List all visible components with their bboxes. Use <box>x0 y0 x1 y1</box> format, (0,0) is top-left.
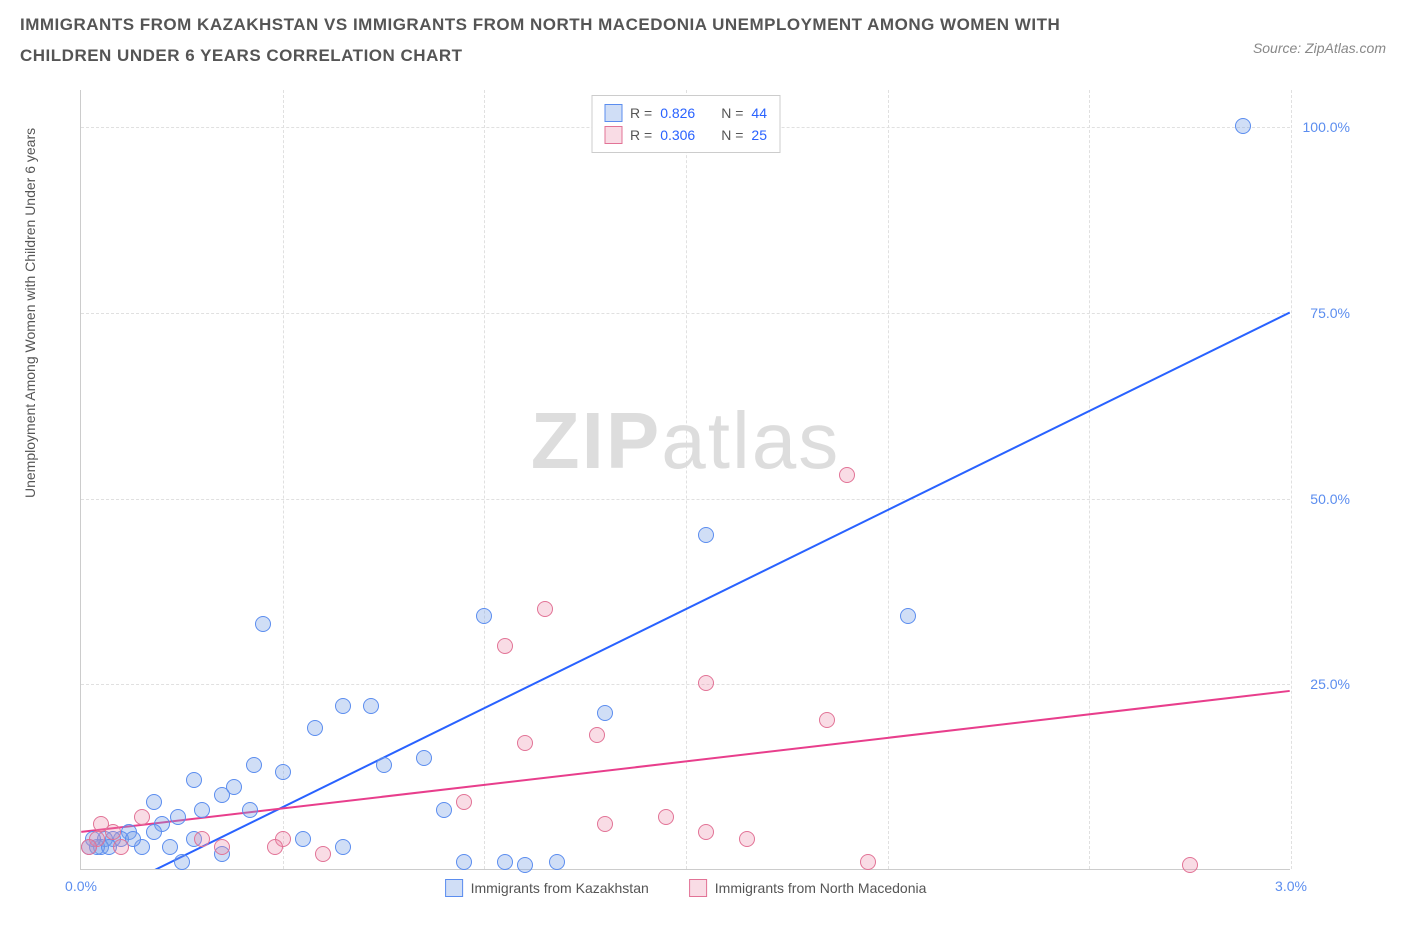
scatter-point <box>497 638 513 654</box>
scatter-point <box>839 467 855 483</box>
scatter-point <box>194 802 210 818</box>
scatter-point <box>363 698 379 714</box>
scatter-point <box>517 735 533 751</box>
watermark-light: atlas <box>661 396 840 485</box>
y-axis-label: Unemployment Among Women with Children U… <box>22 128 38 498</box>
legend-n-value: 25 <box>751 127 767 143</box>
scatter-point <box>81 839 97 855</box>
scatter-point <box>295 831 311 847</box>
scatter-point <box>315 846 331 862</box>
legend-r-label: R = <box>630 127 652 143</box>
scatter-point <box>214 839 230 855</box>
scatter-point <box>146 794 162 810</box>
scatter-point <box>275 764 291 780</box>
scatter-point <box>517 857 533 873</box>
scatter-point <box>93 816 109 832</box>
legend-swatch-icon <box>604 104 622 122</box>
scatter-point <box>335 698 351 714</box>
chart-header: IMMIGRANTS FROM KAZAKHSTAN VS IMMIGRANTS… <box>0 0 1406 71</box>
legend-swatch-icon <box>689 879 707 897</box>
x-tick-label: 3.0% <box>1275 878 1307 894</box>
scatter-point <box>456 794 472 810</box>
gridline-vertical <box>1291 90 1292 869</box>
legend-swatch-icon <box>445 879 463 897</box>
scatter-point <box>497 854 513 870</box>
scatter-point <box>589 727 605 743</box>
scatter-point <box>174 854 190 870</box>
scatter-point <box>698 675 714 691</box>
scatter-point <box>307 720 323 736</box>
x-tick-label: 0.0% <box>65 878 97 894</box>
scatter-point <box>1182 857 1198 873</box>
scatter-point <box>456 854 472 870</box>
scatter-point <box>537 601 553 617</box>
scatter-point <box>134 809 150 825</box>
gridline-vertical <box>283 90 284 869</box>
scatter-point <box>739 831 755 847</box>
y-tick-label: 50.0% <box>1310 491 1350 507</box>
scatter-point <box>698 527 714 543</box>
scatter-point <box>113 839 129 855</box>
correlation-legend: R = 0.826 N = 44 R = 0.306 N = 25 <box>591 95 780 153</box>
gridline-vertical <box>484 90 485 869</box>
legend-series-item: Immigrants from North Macedonia <box>689 879 927 897</box>
scatter-point <box>1235 118 1251 134</box>
legend-row: R = 0.306 N = 25 <box>604 124 767 146</box>
legend-series-label: Immigrants from Kazakhstan <box>471 880 649 896</box>
gridline-vertical <box>1089 90 1090 869</box>
gridline-vertical <box>686 90 687 869</box>
y-tick-label: 100.0% <box>1303 119 1350 135</box>
scatter-point <box>146 824 162 840</box>
legend-swatch-icon <box>604 126 622 144</box>
scatter-point <box>162 839 178 855</box>
chart-container: Unemployment Among Women with Children U… <box>50 90 1370 900</box>
scatter-point <box>242 802 258 818</box>
legend-r-label: R = <box>630 105 652 121</box>
scatter-point <box>170 809 186 825</box>
legend-n-label: N = <box>721 105 743 121</box>
scatter-point <box>597 705 613 721</box>
legend-row: R = 0.826 N = 44 <box>604 102 767 124</box>
scatter-point <box>416 750 432 766</box>
scatter-point <box>658 809 674 825</box>
scatter-point <box>900 608 916 624</box>
scatter-point <box>698 824 714 840</box>
plot-area: ZIPatlas R =0.826N =44R =0.306N =25 Immi… <box>80 90 1290 870</box>
scatter-point <box>436 802 452 818</box>
scatter-point <box>549 854 565 870</box>
y-tick-label: 75.0% <box>1310 305 1350 321</box>
scatter-point <box>376 757 392 773</box>
legend-r-value: 0.306 <box>660 127 695 143</box>
scatter-point <box>214 787 230 803</box>
scatter-point <box>255 616 271 632</box>
scatter-point <box>267 839 283 855</box>
y-tick-label: 25.0% <box>1310 676 1350 692</box>
legend-r-value: 0.826 <box>660 105 695 121</box>
chart-title: IMMIGRANTS FROM KAZAKHSTAN VS IMMIGRANTS… <box>20 10 1120 71</box>
scatter-point <box>186 772 202 788</box>
scatter-point <box>597 816 613 832</box>
scatter-point <box>860 854 876 870</box>
scatter-point <box>194 831 210 847</box>
legend-n-value: 44 <box>751 105 767 121</box>
source-label: Source: ZipAtlas.com <box>1253 40 1386 56</box>
scatter-point <box>335 839 351 855</box>
scatter-point <box>819 712 835 728</box>
gridline-vertical <box>888 90 889 869</box>
watermark-bold: ZIP <box>531 396 661 485</box>
legend-series-label: Immigrants from North Macedonia <box>715 880 927 896</box>
scatter-point <box>246 757 262 773</box>
legend-n-label: N = <box>721 127 743 143</box>
series-legend: Immigrants from Kazakhstan Immigrants fro… <box>445 879 927 897</box>
scatter-point <box>476 608 492 624</box>
legend-series-item: Immigrants from Kazakhstan <box>445 879 649 897</box>
